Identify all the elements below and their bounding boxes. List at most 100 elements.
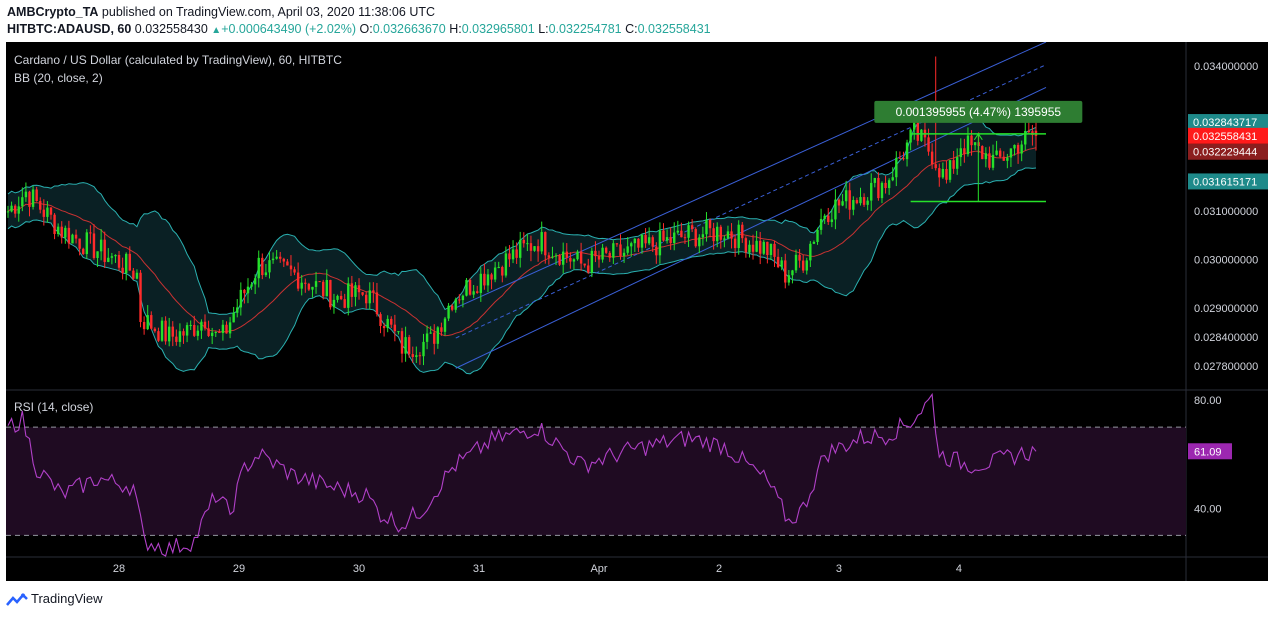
candle-body bbox=[282, 258, 286, 262]
candle-body bbox=[823, 215, 826, 219]
candle-body bbox=[547, 255, 551, 258]
candle-body bbox=[626, 246, 629, 253]
candle-body bbox=[56, 226, 60, 235]
price-change: +0.000643490 (+2.02%) bbox=[221, 22, 357, 36]
bollinger-bands bbox=[7, 114, 1037, 375]
candle-body bbox=[544, 232, 547, 256]
published-text: published on TradingView.com, April 03, … bbox=[101, 5, 436, 19]
candle-body bbox=[612, 243, 615, 258]
candle-body bbox=[189, 325, 192, 327]
time-tick-label: Apr bbox=[590, 563, 607, 575]
candle-body bbox=[647, 237, 651, 244]
candle-body bbox=[898, 157, 902, 159]
low-label: L: bbox=[538, 22, 549, 36]
candle-body bbox=[347, 283, 350, 308]
candle-body bbox=[103, 239, 106, 262]
candle-body bbox=[733, 238, 737, 249]
candle-body bbox=[952, 160, 955, 169]
chart-svg[interactable]: 0.001395955 (4.47%) 1395955 0.0340000000… bbox=[6, 41, 1268, 581]
candle-body bbox=[357, 285, 361, 293]
rsi-badge-label: 61.09 bbox=[1194, 446, 1222, 458]
candle-body bbox=[322, 281, 325, 297]
candle-body bbox=[71, 234, 74, 244]
candle-body bbox=[959, 148, 962, 158]
tradingview-logo-icon bbox=[6, 592, 28, 606]
candle-body bbox=[175, 336, 178, 342]
candle-body bbox=[458, 299, 461, 301]
candle-body bbox=[46, 207, 49, 217]
candle-body bbox=[167, 326, 171, 342]
candle-body bbox=[314, 281, 318, 287]
candle-body bbox=[425, 333, 429, 342]
rsi-band-fill bbox=[6, 427, 1186, 536]
candle-body bbox=[465, 279, 468, 296]
candle-body bbox=[784, 260, 787, 283]
author-name[interactable]: AMBCrypto_TA bbox=[7, 5, 99, 19]
candle-body bbox=[289, 265, 293, 270]
candle-body bbox=[486, 274, 490, 286]
candle-body bbox=[948, 160, 952, 180]
candle-body bbox=[121, 267, 124, 274]
candle-body bbox=[809, 243, 812, 261]
candle-body bbox=[17, 206, 20, 214]
open-value: 0.032663670 bbox=[372, 22, 446, 36]
candle-body bbox=[705, 219, 708, 235]
candle-body bbox=[830, 219, 834, 223]
candle-body bbox=[264, 272, 268, 276]
candle-body bbox=[1016, 144, 1020, 154]
candle-body bbox=[812, 241, 816, 244]
candle-body bbox=[920, 129, 923, 141]
candle-body bbox=[332, 299, 336, 308]
candle-body bbox=[726, 231, 730, 239]
candle-body bbox=[662, 230, 665, 241]
candle-body bbox=[157, 331, 160, 341]
candle-body bbox=[884, 182, 887, 189]
candle-body bbox=[991, 154, 995, 168]
candle-body bbox=[476, 291, 479, 293]
rsi-tick-label: 40.00 bbox=[1194, 503, 1222, 515]
candle-body bbox=[601, 247, 604, 260]
candle-body bbox=[82, 248, 85, 255]
candle-body bbox=[139, 272, 142, 323]
axes: 0.034000000 0.031000000 0.030000000 0.02900… bbox=[113, 61, 1268, 575]
candle-body bbox=[207, 328, 210, 336]
candle-body bbox=[859, 197, 862, 204]
channel-upper-line bbox=[455, 41, 1047, 309]
candle-body bbox=[35, 189, 38, 202]
candle-body bbox=[393, 324, 397, 332]
tradingview-logo[interactable]: TradingView bbox=[6, 591, 103, 607]
candle-body bbox=[89, 232, 92, 234]
candle-body bbox=[508, 253, 511, 260]
candle-body bbox=[164, 320, 167, 342]
candle-body bbox=[236, 307, 239, 313]
candle-body bbox=[146, 315, 149, 330]
candle-body bbox=[891, 177, 894, 181]
candle-body bbox=[579, 251, 583, 264]
candle-body bbox=[286, 261, 289, 266]
candle-body bbox=[128, 253, 131, 271]
candle-body bbox=[848, 190, 851, 210]
chart-title: Cardano / US Dollar (calculated by Tradi… bbox=[14, 53, 342, 67]
candle-body bbox=[171, 326, 174, 337]
candle-body bbox=[934, 164, 937, 169]
candle-body bbox=[633, 238, 637, 244]
time-tick-label: 31 bbox=[473, 563, 485, 575]
candle-body bbox=[132, 270, 135, 279]
candle-body bbox=[196, 330, 200, 336]
candle-body bbox=[540, 232, 543, 252]
candle-body bbox=[39, 201, 42, 210]
candle-body bbox=[827, 215, 830, 223]
candle-body bbox=[325, 279, 328, 297]
time-tick-label: 4 bbox=[956, 563, 962, 575]
candle-body bbox=[239, 289, 243, 308]
candle-body bbox=[304, 282, 307, 284]
candle-body bbox=[261, 257, 264, 276]
candle-body bbox=[96, 251, 99, 258]
candle-body bbox=[160, 320, 164, 341]
candle-body bbox=[279, 256, 282, 259]
candle-body bbox=[336, 295, 339, 300]
chart-area[interactable]: 0.001395955 (4.47%) 1395955 0.034000000 0… bbox=[6, 41, 1268, 581]
close-label: C: bbox=[625, 22, 638, 36]
candle-body bbox=[737, 224, 740, 249]
candle-body bbox=[569, 257, 572, 262]
